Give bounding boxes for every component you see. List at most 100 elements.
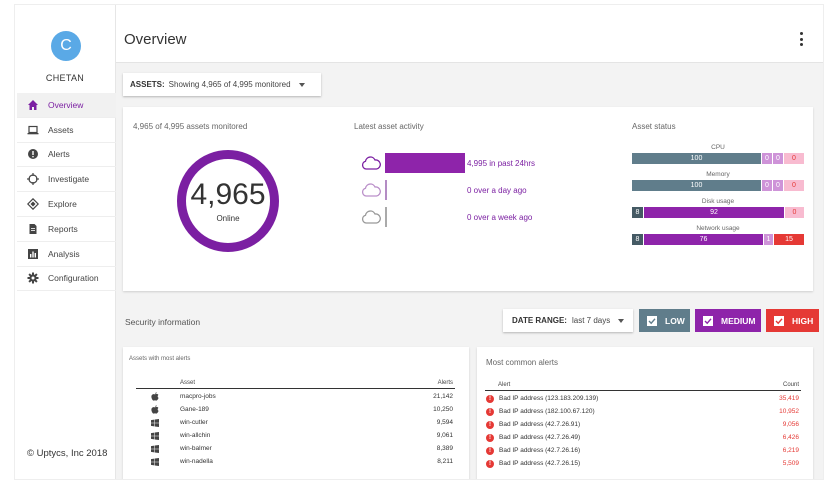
date-range-value: last 7 days [571, 316, 611, 325]
assets-table-title: Assets with most alerts [129, 356, 191, 362]
apple-icon [151, 392, 159, 401]
asset-name: win-balmer [180, 445, 212, 452]
gear-icon [26, 271, 40, 285]
sidebar-item-explore[interactable]: Explore [17, 192, 116, 217]
date-range-dropdown[interactable]: DATE RANGE: last 7 days [503, 309, 633, 332]
checkbox-icon [703, 315, 713, 326]
severity-label: LOW [665, 315, 685, 326]
status-label-disk: Disk usage [701, 198, 735, 205]
status-label-memory: Memory [706, 171, 730, 178]
online-label: Online [216, 213, 240, 223]
alert-icon [26, 147, 40, 161]
activity-row-day [361, 178, 387, 202]
status-segment: 1 [764, 234, 773, 245]
sidebar-item-label: Reports [48, 223, 78, 234]
table-row[interactable]: macpro-jobs 21,142 [151, 390, 453, 403]
sidebar-item-configuration[interactable]: Configuration [17, 267, 116, 292]
assets-filter-dropdown[interactable]: ASSETS: Showing 4,965 of 4,995 monitored [123, 73, 321, 96]
sidebar-item-label: Analysis [48, 248, 80, 259]
alert-count: 10,952 [779, 408, 799, 415]
table-row[interactable]: Gane-189 10,250 [151, 403, 453, 416]
status-title: Asset status [632, 122, 676, 131]
table-row[interactable]: ! Bad IP address (123.183.209.139) 35,41… [486, 392, 799, 405]
security-title: Security information [125, 317, 201, 327]
app-frame: C CHETAN Overview Assets Alerts Investig… [14, 4, 824, 480]
table-row[interactable]: ! Bad IP address (42.7.26.49) 6,426 [486, 431, 799, 444]
divider [136, 388, 455, 389]
asset-alerts: 10,250 [433, 406, 453, 413]
alert-name: Bad IP address (42.7.26.91) [499, 421, 581, 428]
alert-icon: ! [486, 407, 494, 416]
more-options-icon[interactable] [799, 32, 803, 46]
status-segment: 15 [774, 234, 804, 245]
sidebar-item-investigate[interactable]: Investigate [17, 167, 116, 193]
severity-label: MEDIUM [721, 315, 756, 326]
table-row[interactable]: ! Bad IP address (42.7.26.91) 9,056 [486, 418, 799, 431]
online-count: 4,965 [190, 177, 266, 211]
asset-alerts: 21,142 [433, 393, 453, 400]
severity-medium-toggle[interactable]: MEDIUM [695, 309, 761, 332]
home-icon [26, 98, 40, 112]
page-title: Overview [124, 31, 187, 48]
crosshair-icon [26, 172, 40, 186]
avatar[interactable]: C [51, 31, 81, 61]
online-ring: 4,965 Online [177, 150, 279, 252]
asset-name: win-cutler [180, 419, 208, 426]
severity-low-toggle[interactable]: LOW [639, 309, 690, 332]
severity-high-toggle[interactable]: HIGH [766, 309, 819, 332]
sidebar-item-alerts[interactable]: Alerts [17, 143, 116, 168]
status-segment: 92 [644, 207, 784, 218]
status-segment: 8 [632, 207, 643, 218]
sidebar-item-assets[interactable]: Assets [17, 118, 116, 143]
cloud-icon [361, 156, 381, 170]
status-segment: 0 [773, 180, 783, 191]
cloud-icon [361, 183, 381, 197]
table-row[interactable]: win-allchin 9,061 [151, 429, 453, 442]
table-row[interactable]: ! Bad IP address (42.7.26.15) 5,509 [486, 457, 799, 470]
user-name: CHETAN [45, 73, 85, 83]
sidebar-item-reports[interactable]: Reports [17, 217, 116, 242]
status-segment: 0 [762, 153, 772, 164]
status-segment: 0 [762, 180, 772, 191]
alert-name: Bad IP address (42.7.26.49) [499, 434, 581, 441]
monitored-title: 4,965 of 4,995 assets monitored [133, 122, 248, 131]
cloud-icon [361, 210, 381, 224]
sidebar-item-label: Assets [48, 124, 74, 135]
status-segment: 0 [785, 207, 804, 218]
status-label-cpu: CPU [711, 144, 725, 151]
laptop-icon [26, 123, 40, 137]
sidebar-item-analysis[interactable]: Analysis [17, 242, 116, 267]
status-segment: 0 [784, 180, 804, 191]
status-bar-network: 8 76 1 15 [632, 234, 804, 245]
activity-title: Latest asset activity [354, 122, 424, 131]
assets-col-alerts: Alerts [437, 380, 453, 386]
date-range-label: DATE RANGE: [512, 316, 567, 325]
activity-row-week [361, 205, 387, 229]
alert-icon: ! [486, 433, 494, 442]
alert-name: Bad IP address (42.7.26.15) [499, 460, 581, 467]
table-row[interactable]: win-nadella 8,211 [151, 455, 453, 468]
table-row[interactable]: win-balmer 8,389 [151, 442, 453, 455]
assets-filter-value: Showing 4,965 of 4,995 monitored [168, 80, 291, 89]
windows-icon [151, 431, 159, 440]
activity-row-24hrs [361, 151, 465, 175]
chevron-down-icon [618, 318, 625, 323]
table-row[interactable]: ! Bad IP address (182.100.67.120) 10,952 [486, 405, 799, 418]
status-segment: 100 [632, 153, 761, 164]
alert-count: 9,056 [782, 421, 799, 428]
alert-icon: ! [486, 446, 494, 455]
alert-name: Bad IP address (123.183.209.139) [499, 395, 599, 402]
status-segment: 0 [784, 153, 804, 164]
assets-col-asset: Asset [180, 380, 196, 386]
activity-bar [385, 153, 465, 173]
sidebar-nav: Overview Assets Alerts Investigate Explo… [17, 93, 116, 292]
alerts-col-count: Count [782, 382, 799, 388]
table-row[interactable]: win-cutler 9,594 [151, 416, 453, 429]
table-row[interactable]: ! Bad IP address (42.7.26.16) 6,219 [486, 444, 799, 457]
status-segment: 0 [773, 153, 783, 164]
asset-name: win-nadella [180, 458, 213, 465]
sidebar-item-overview[interactable]: Overview [17, 93, 116, 118]
assets-filter-label: ASSETS: [130, 80, 165, 89]
summary-card: 4,965 of 4,995 assets monitored 4,965 On… [123, 107, 813, 291]
alert-count: 6,426 [782, 434, 799, 441]
